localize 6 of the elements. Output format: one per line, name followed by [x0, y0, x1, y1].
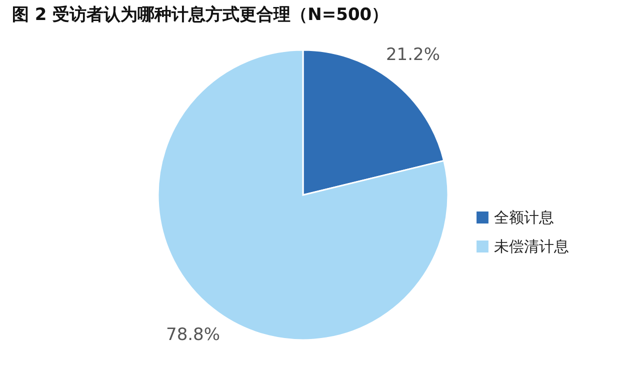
legend-label: 未偿清计息 [494, 238, 569, 256]
chart-title: 图 2 受访者认为哪种计息方式更合理（N=500） [12, 5, 389, 25]
data-label: 78.8% [166, 324, 220, 345]
legend-label: 全额计息 [494, 208, 554, 226]
data-label: 21.2% [386, 45, 440, 66]
pie-slice [157, 49, 449, 341]
